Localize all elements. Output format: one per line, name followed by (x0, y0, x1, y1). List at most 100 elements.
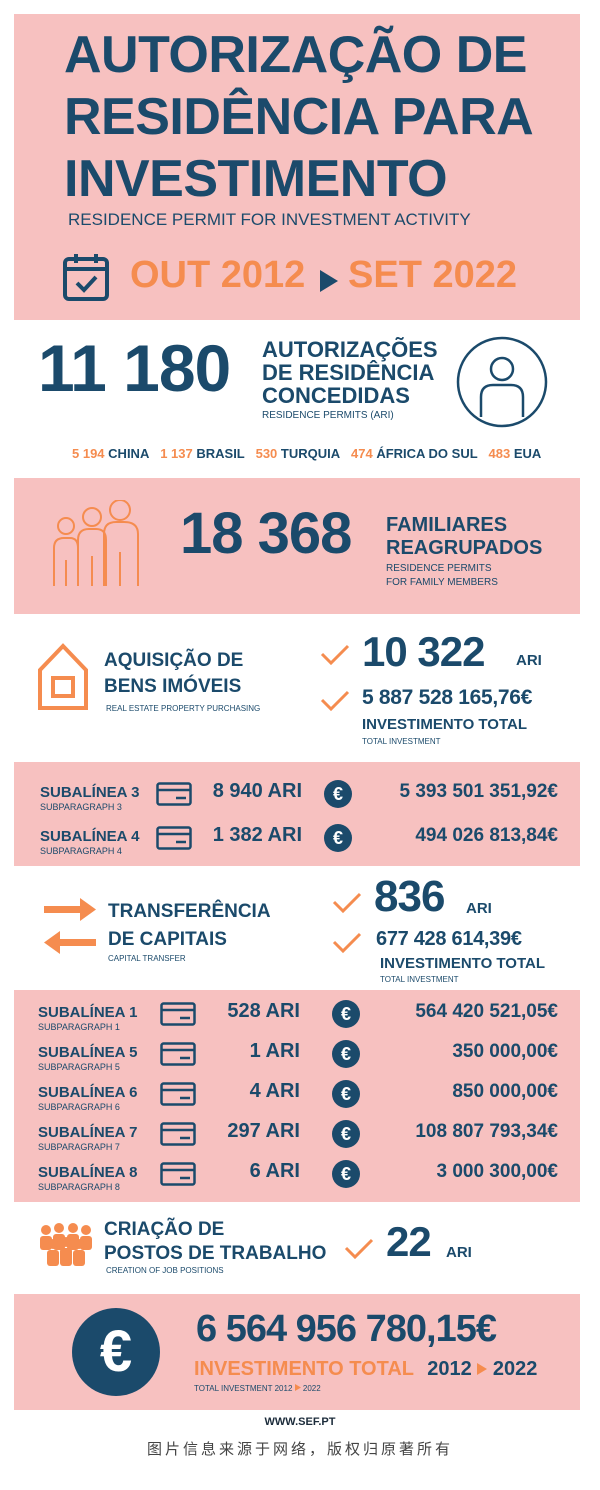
row-label: SUBALÍNEA 4 (40, 828, 140, 845)
row-sublabel: SUBPARAGRAPH 8 (38, 1182, 120, 1192)
permits-label-line-1: AUTORIZAÇÕES (262, 337, 438, 362)
country-name: TURQUIA (280, 446, 341, 461)
family-icon (53, 500, 139, 586)
page-subtitle: RESIDENCE PERMIT FOR INVESTMENT ACTIVITY (68, 210, 471, 229)
transfer-arrows-icon (44, 898, 96, 954)
card-icon (160, 1002, 196, 1026)
total-year-start: 2012 (427, 1358, 472, 1380)
real-estate-sublabel: REAL ESTATE PROPERTY PURCHASING (106, 704, 261, 713)
real-estate-investment: 5 887 528 165,76€ (362, 686, 533, 709)
row-label: SUBALÍNEA 6 (38, 1084, 138, 1101)
row-sublabel: SUBPARAGRAPH 5 (38, 1062, 120, 1072)
family-label-line-1: FAMILIARES (386, 514, 508, 536)
family-sub-line-2: FOR FAMILY MEMBERS (386, 577, 498, 588)
capital-label-line-1: TRANSFERÊNCIA (108, 901, 271, 922)
row-investment-value: 850 000,00€ (452, 1081, 558, 1102)
euro-icon: € (332, 1000, 360, 1028)
permits-label-line-3: CONCEDIDAS (262, 383, 410, 408)
title-line-3: INVESTIMENTO (64, 150, 448, 208)
family-sublabel: RESIDENCE PERMITS FOR FAMILY MEMBERS (386, 562, 498, 590)
row-label: SUBALÍNEA 1 (38, 1004, 138, 1021)
country-name: BRASIL (196, 446, 245, 461)
card-icon (156, 826, 192, 850)
row-label: SUBALÍNEA 5 (38, 1044, 138, 1061)
total-investment-label: INVESTIMENTO TOTAL (194, 1358, 414, 1380)
row-label: SUBALÍNEA 3 (40, 784, 140, 801)
check-icon (332, 892, 362, 914)
total-investment-sub: TOTAL INVESTMENT 2012 2022 (194, 1384, 321, 1393)
total-sub-end: 2022 (302, 1384, 321, 1393)
real-estate-rows-panel (14, 762, 580, 866)
total-year-end: 2022 (492, 1358, 538, 1380)
workers-icon (40, 1223, 92, 1266)
country-breakdown: 5 194 CHINA 1 137 BRASIL 530 TURQUIA 474… (72, 446, 541, 461)
real-estate-ari-count: 10 322 (362, 628, 485, 675)
euro-icon: € (324, 824, 352, 852)
row-ari-count: 297 ARI (227, 1120, 300, 1142)
house-icon (38, 643, 88, 710)
card-icon (160, 1082, 196, 1106)
check-icon (332, 932, 362, 954)
row-sublabel: SUBPARAGRAPH 6 (38, 1102, 120, 1112)
total-sub-prefix: TOTAL INVESTMENT 2012 (194, 1384, 293, 1393)
euro-icon: € (332, 1160, 360, 1188)
card-icon (160, 1122, 196, 1146)
real-estate-investment-label: INVESTIMENTO TOTAL (362, 716, 528, 733)
total-investment-value: 6 564 956 780,15€ (196, 1308, 497, 1350)
row-label: SUBALÍNEA 8 (38, 1164, 138, 1181)
total-investment-label-row: INVESTIMENTO TOTAL 2012 2022 (194, 1358, 537, 1381)
euro-icon: € (324, 780, 352, 808)
permits-label-line-2: DE RESIDÊNCIA (262, 360, 435, 385)
card-icon (160, 1162, 196, 1186)
row-investment-value: 3 000 300,00€ (436, 1161, 558, 1182)
capital-rows-panel (14, 990, 580, 1202)
jobs-sublabel: CREATION OF JOB POSITIONS (106, 1266, 224, 1275)
page-title: AUTORIZAÇÃO DE RESIDÊNCIA PARA INVESTIME… (64, 24, 534, 210)
date-start: OUT 2012 (130, 254, 306, 296)
jobs-ari-unit: ARI (446, 1244, 472, 1261)
capital-ari-unit: ARI (466, 900, 492, 917)
euro-icon: € (332, 1080, 360, 1108)
family-sub-line-1: RESIDENCE PERMITS (386, 563, 492, 574)
row-ari-count: 1 ARI (249, 1040, 300, 1062)
country-count: 483 (488, 446, 511, 461)
country-count: 530 (255, 446, 278, 461)
capital-label-line-2: DE CAPITAIS (108, 929, 227, 950)
country-count: 474 (350, 446, 373, 461)
row-label: SUBALÍNEA 7 (38, 1124, 138, 1141)
row-investment-value: 564 420 521,05€ (415, 1001, 558, 1022)
row-investment-value: 350 000,00€ (452, 1041, 558, 1062)
row-sublabel: SUBPARAGRAPH 4 (40, 846, 122, 856)
country-name: EUA (513, 446, 542, 461)
card-icon (160, 1042, 196, 1066)
row-investment-value: 108 807 793,34€ (415, 1121, 558, 1142)
family-panel: 18 368 FAMILIARES REAGRUPADOS RESIDENCE … (14, 478, 580, 614)
row-sublabel: SUBPARAGRAPH 7 (38, 1142, 120, 1152)
country-name: ÁFRICA DO SUL (376, 446, 478, 461)
play-arrow-icon (477, 1363, 488, 1375)
person-circle-icon (456, 336, 548, 428)
country-count: 1 137 (160, 446, 193, 461)
header-panel: AUTORIZAÇÃO DE RESIDÊNCIA PARA INVESTIME… (14, 14, 580, 320)
capital-investment: 677 428 614,39€ (376, 928, 522, 950)
country-name: CHINA (108, 446, 150, 461)
capital-ari-count: 836 (374, 872, 445, 921)
real-estate-investment-sub: TOTAL INVESTMENT (362, 737, 441, 746)
play-arrow-icon (320, 270, 338, 292)
jobs-label: CRIAÇÃO DE POSTOS DE TRABALHO (104, 1218, 326, 1266)
row-ari-count: 6 ARI (249, 1160, 300, 1182)
jobs-label-line-1: CRIAÇÃO DE (104, 1219, 225, 1240)
row-ari-count: 4 ARI (249, 1080, 300, 1102)
real-estate-label-line-1: AQUISIÇÃO DE (104, 650, 244, 671)
total-panel: € 6 564 956 780,15€ INVESTIMENTO TOTAL 2… (14, 1294, 580, 1410)
row-sublabel: SUBPARAGRAPH 1 (38, 1022, 120, 1032)
permits-sublabel: RESIDENCE PERMITS (ARI) (262, 410, 394, 421)
real-estate-ari-unit: ARI (516, 652, 542, 669)
euro-icon: € (332, 1040, 360, 1068)
title-line-1: AUTORIZAÇÃO DE (64, 26, 527, 84)
check-icon (320, 644, 350, 666)
family-label: FAMILIARES REAGRUPADOS (386, 514, 542, 560)
capital-investment-label: INVESTIMENTO TOTAL (380, 955, 546, 972)
row-ari-count: 8 940 ARI (212, 780, 302, 802)
calendar-icon (63, 254, 109, 301)
